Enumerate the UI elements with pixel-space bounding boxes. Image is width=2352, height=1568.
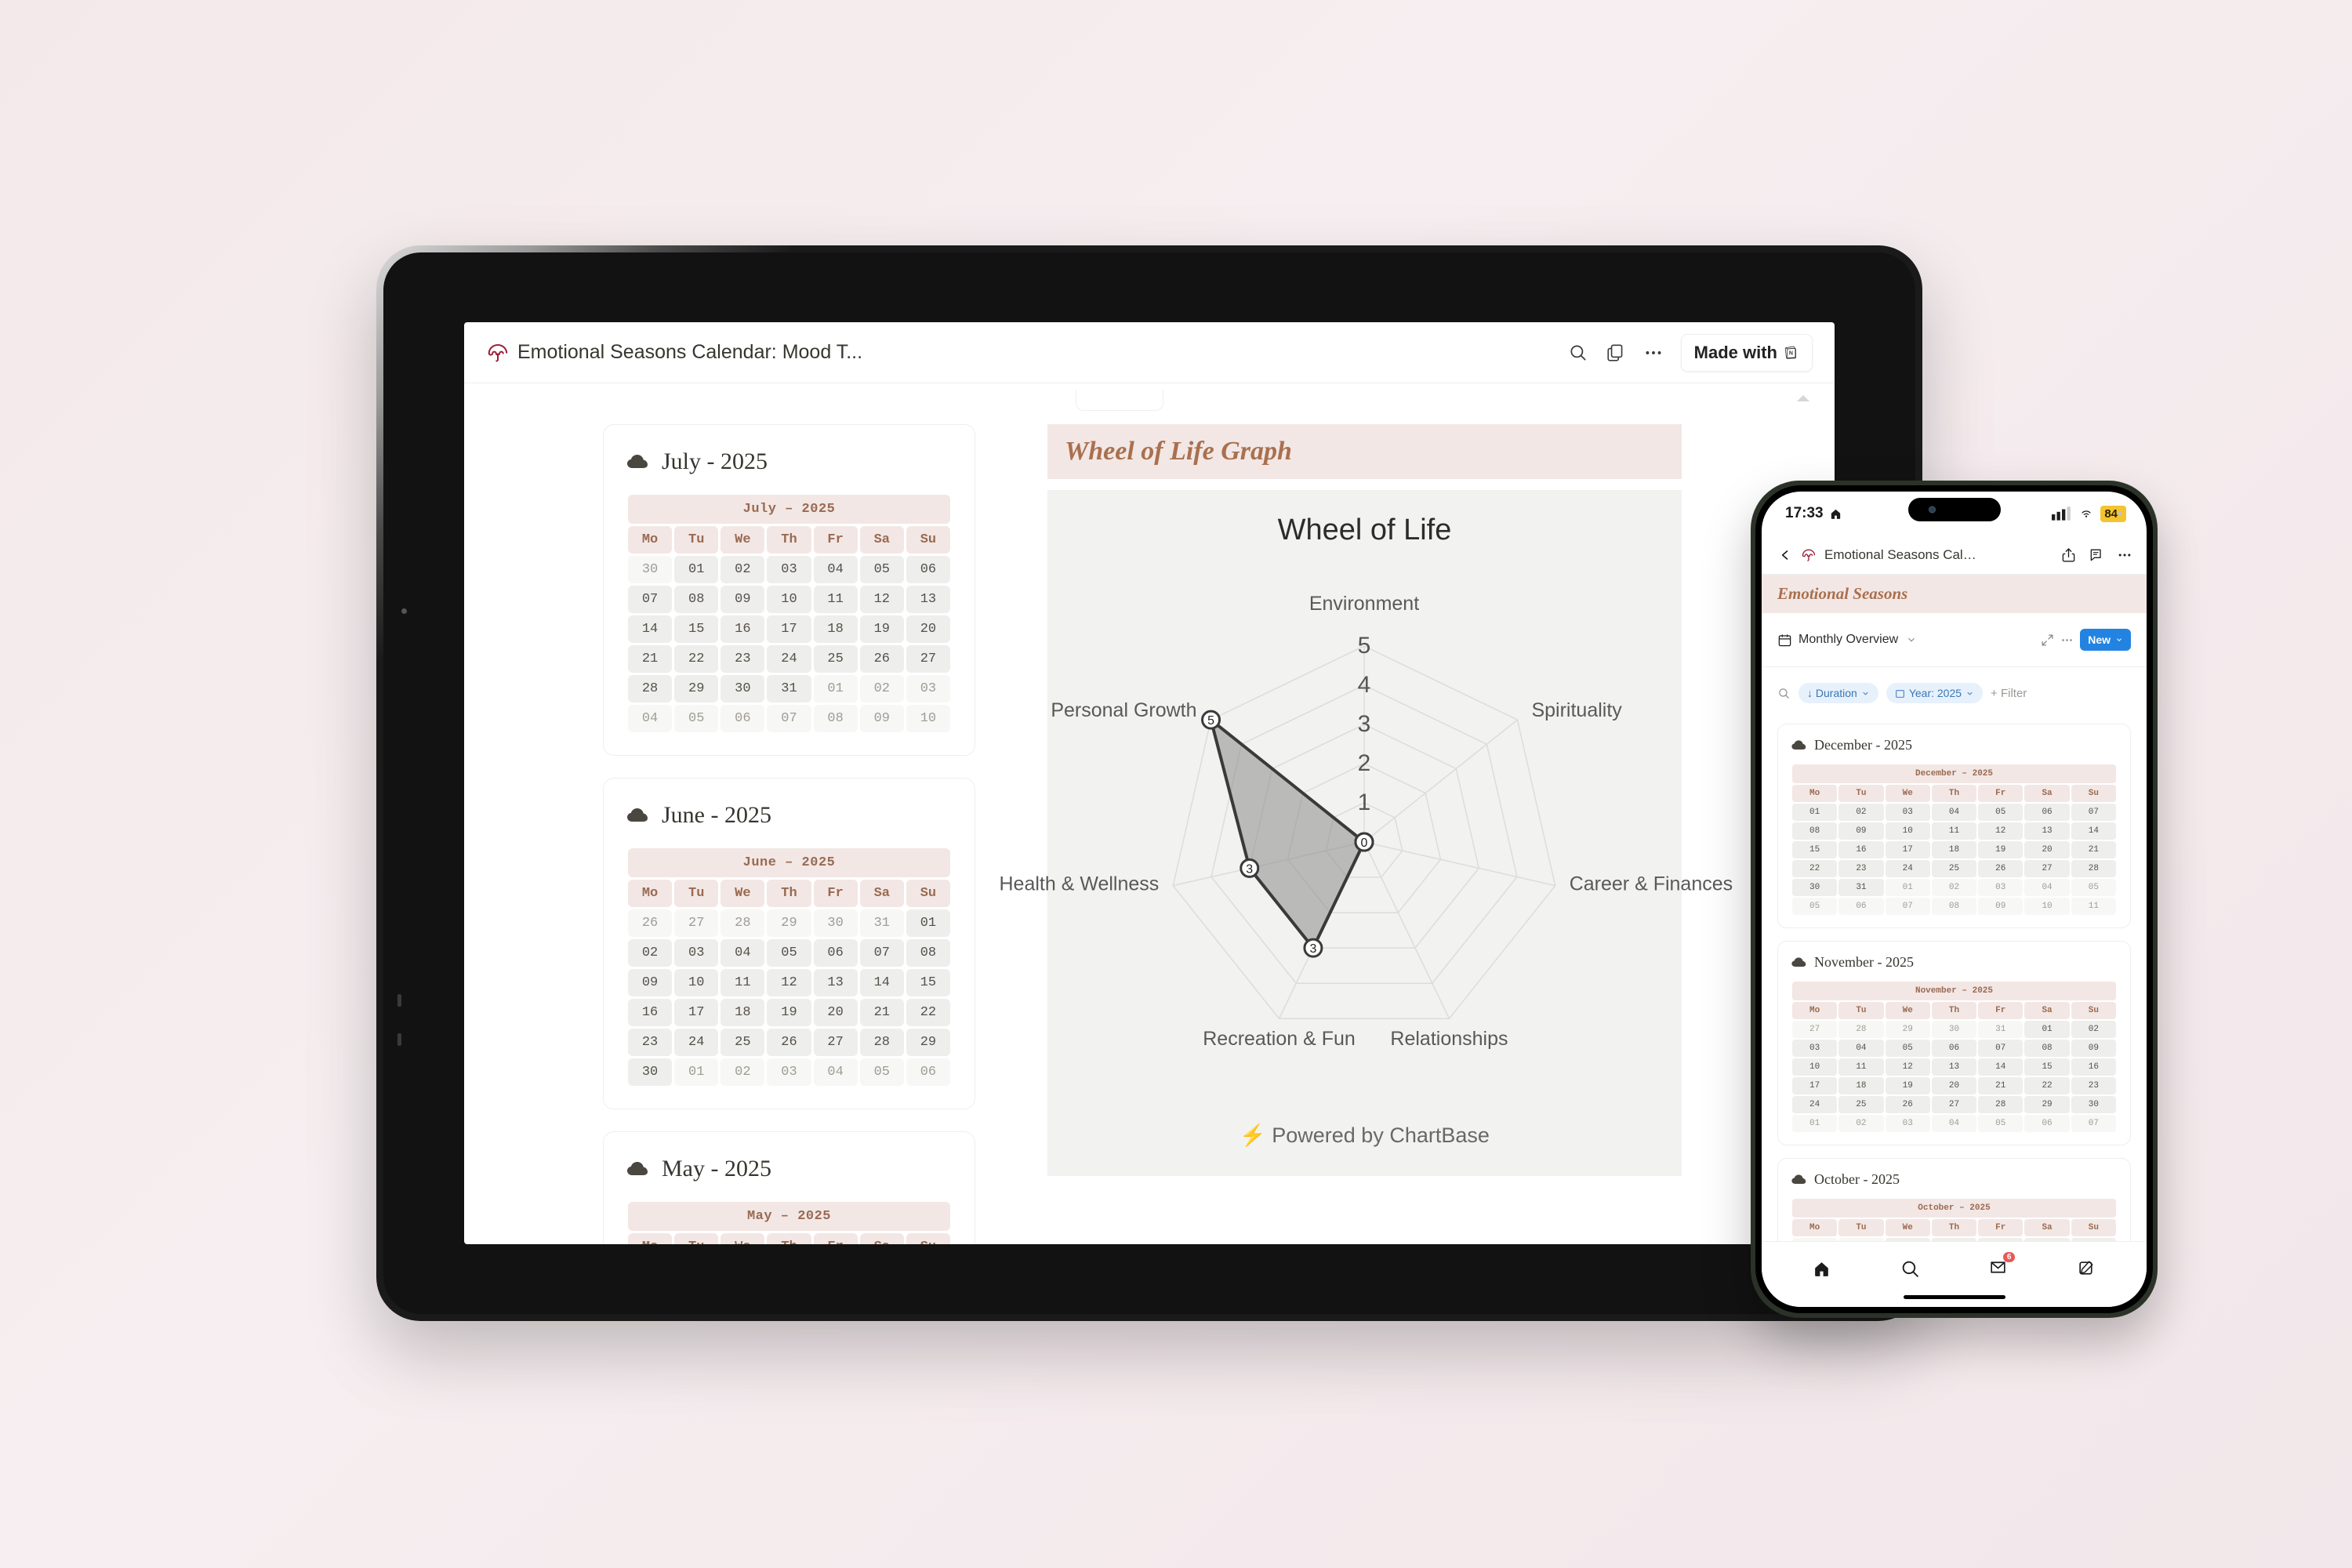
svg-text:5: 5	[1207, 714, 1214, 728]
svg-text:Recreation & Fun: Recreation & Fun	[1203, 1028, 1356, 1050]
svg-text:4: 4	[1358, 672, 1371, 698]
svg-text:3: 3	[1309, 942, 1316, 956]
svg-text:Health & Wellness: Health & Wellness	[999, 873, 1159, 895]
svg-text:3: 3	[1358, 711, 1371, 737]
svg-text:5: 5	[1358, 633, 1371, 659]
svg-text:Spirituality: Spirituality	[1531, 699, 1622, 721]
svg-text:3: 3	[1246, 862, 1253, 876]
svg-text:Environment: Environment	[1309, 593, 1419, 615]
svg-text:N: N	[1789, 349, 1793, 356]
svg-text:Career & Finances: Career & Finances	[1570, 873, 1733, 895]
svg-text:Personal Growth: Personal Growth	[1051, 699, 1196, 721]
svg-text:0: 0	[1361, 837, 1368, 850]
svg-text:2: 2	[1358, 750, 1371, 776]
svg-text:1: 1	[1358, 789, 1371, 815]
svg-text:Relationships: Relationships	[1390, 1028, 1508, 1050]
